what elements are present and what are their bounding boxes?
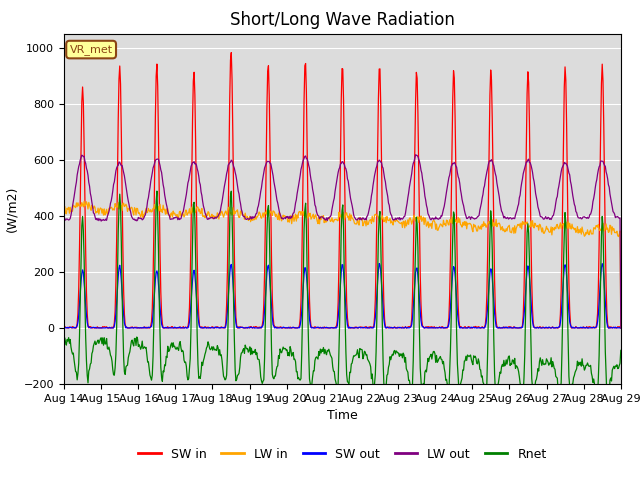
Line: SW in: SW in	[64, 53, 621, 328]
SW out	[61, 325, 69, 331]
LW out	[70, 194, 78, 200]
Line: LW out: LW out	[64, 155, 621, 328]
SW in	[411, 148, 419, 154]
LW in	[428, 221, 435, 227]
LW in	[80, 198, 88, 204]
SW in	[127, 324, 135, 330]
LW in	[411, 215, 419, 221]
SW in	[617, 325, 625, 331]
Rnet	[411, 274, 419, 280]
SW out	[128, 324, 136, 330]
LW out	[184, 180, 192, 186]
Rnet	[214, 345, 222, 351]
X-axis label: Time: Time	[327, 409, 358, 422]
LW in	[128, 205, 136, 211]
SW out	[617, 325, 625, 331]
Legend: SW in, LW in, SW out, LW out, Rnet: SW in, LW in, SW out, LW out, Rnet	[133, 443, 552, 466]
Line: SW out: SW out	[64, 264, 621, 328]
LW out	[617, 325, 625, 331]
Rnet	[153, 188, 161, 194]
Line: LW in: LW in	[64, 201, 621, 328]
Rnet	[617, 348, 625, 353]
Rnet	[127, 338, 135, 344]
Rnet	[70, 357, 78, 363]
SW in	[60, 325, 68, 331]
SW out	[428, 325, 436, 331]
LW out	[214, 214, 221, 220]
Title: Short/Long Wave Radiation: Short/Long Wave Radiation	[230, 11, 455, 29]
LW out	[412, 152, 419, 157]
SW out	[214, 325, 222, 331]
LW in	[214, 212, 222, 217]
LW in	[60, 205, 68, 211]
Rnet	[605, 395, 612, 401]
SW in	[428, 325, 435, 331]
LW out	[60, 217, 68, 223]
LW out	[127, 213, 135, 219]
SW in	[70, 325, 78, 331]
SW in	[184, 324, 192, 330]
SW out	[375, 261, 383, 266]
Rnet	[185, 376, 193, 382]
Y-axis label: (W/m2): (W/m2)	[5, 186, 18, 232]
SW out	[412, 270, 419, 276]
Rnet	[428, 351, 435, 357]
LW in	[70, 203, 78, 209]
LW out	[428, 217, 435, 223]
LW in	[617, 325, 625, 331]
SW in	[227, 50, 235, 56]
LW out	[410, 159, 418, 165]
SW out	[185, 323, 193, 329]
Line: Rnet: Rnet	[64, 191, 621, 398]
LW in	[185, 210, 193, 216]
SW out	[60, 325, 68, 331]
Rnet	[60, 336, 68, 341]
SW in	[214, 324, 221, 330]
SW out	[71, 325, 79, 331]
Text: VR_met: VR_met	[70, 44, 113, 55]
